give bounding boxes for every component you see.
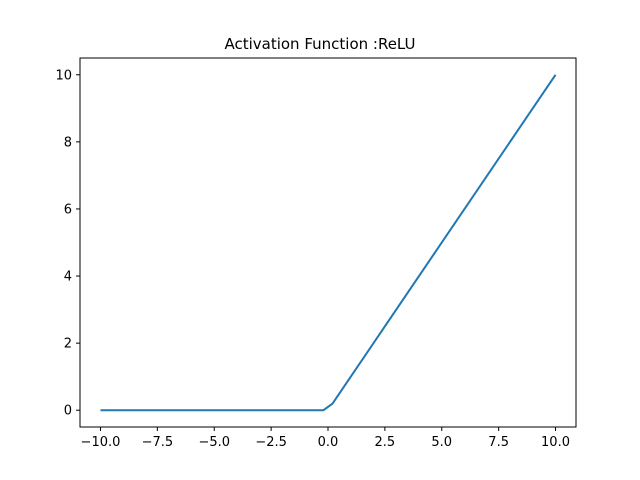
series-layer <box>100 74 557 412</box>
series-line-0 <box>100 74 557 412</box>
x-tick-label: 0.0 <box>318 435 339 450</box>
chart-title: Activation Function :ReLU <box>224 35 415 53</box>
x-tick-label: −5.0 <box>198 435 230 450</box>
y-axis-ticks: 0 2 4 6 8 10 <box>55 68 80 419</box>
x-tick-label: 5.0 <box>431 435 452 450</box>
x-tick-label: 10.0 <box>541 435 570 450</box>
y-tick-label: 2 <box>64 337 72 352</box>
x-axis-ticks: −10.0 −7.5 −5.0 −2.5 0.0 2.5 5.0 7.5 10.0 <box>81 427 570 450</box>
x-tick-label: −10.0 <box>81 435 121 450</box>
y-tick-label: 6 <box>64 202 72 217</box>
plot-frame <box>79 57 577 428</box>
y-tick-label: 4 <box>64 270 72 285</box>
y-tick-label: 10 <box>55 68 72 83</box>
x-tick-label: 7.5 <box>488 435 509 450</box>
y-tick-label: 8 <box>64 135 72 150</box>
x-tick-label: 2.5 <box>375 435 396 450</box>
y-tick-label: 0 <box>64 404 72 419</box>
x-tick-label: −2.5 <box>255 435 287 450</box>
x-tick-label: −7.5 <box>142 435 174 450</box>
